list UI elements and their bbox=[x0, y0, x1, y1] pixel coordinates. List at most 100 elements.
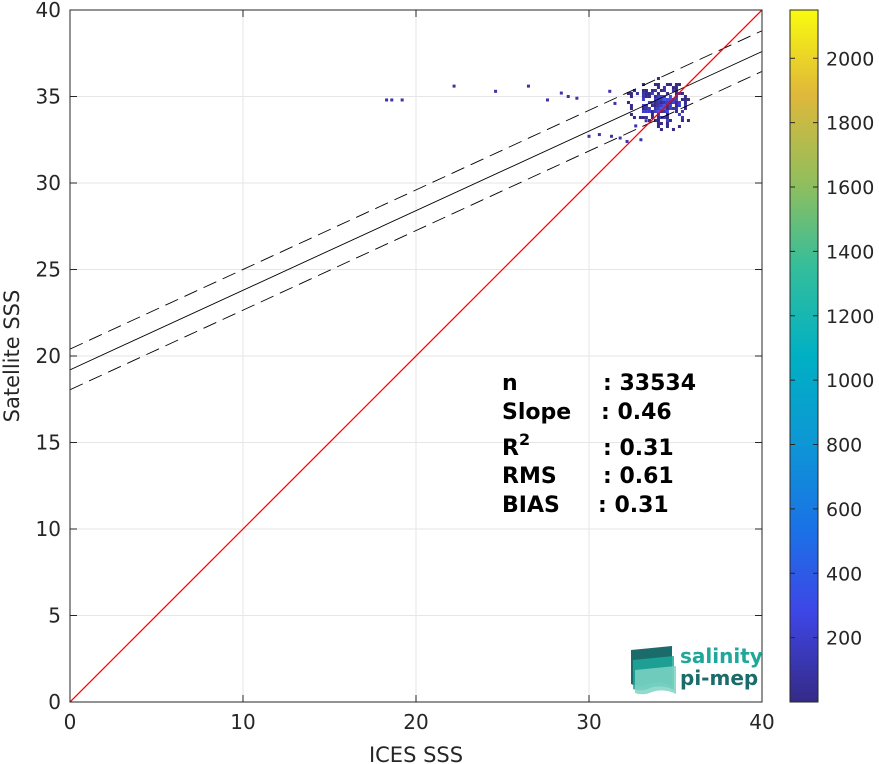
density-cell bbox=[680, 116, 684, 120]
stat-slope-value: : 0.46 bbox=[601, 400, 672, 425]
density-cell bbox=[647, 107, 651, 111]
density-cell bbox=[653, 104, 657, 108]
density-cell bbox=[559, 91, 563, 95]
stat-r2-label: R2 bbox=[502, 430, 530, 461]
density-cell bbox=[385, 98, 389, 102]
density-cell bbox=[644, 107, 648, 111]
colorbar: 200 400 600 800 1000 1200 1400 1600 1800 2000 bbox=[789, 9, 874, 703]
density-cell bbox=[644, 119, 648, 123]
colorbar-tick-label: 1600 bbox=[826, 177, 874, 199]
density-cell bbox=[647, 95, 651, 99]
density-cell bbox=[662, 107, 666, 111]
density-cell bbox=[659, 110, 663, 114]
stat-n-value: : 33534 bbox=[603, 371, 696, 396]
regression-lines bbox=[70, 10, 762, 702]
density-cell bbox=[674, 95, 678, 99]
density-cell bbox=[656, 122, 660, 126]
density-cell bbox=[647, 92, 651, 96]
density-cell bbox=[668, 107, 672, 111]
density-cell bbox=[662, 89, 666, 93]
density-cell bbox=[680, 110, 684, 114]
stat-r2-value: : 0.31 bbox=[603, 436, 674, 461]
y-tick-label: 30 bbox=[36, 171, 61, 195]
colorbar-tick-label: 2000 bbox=[826, 48, 874, 70]
density-cell bbox=[680, 119, 684, 123]
density-cell bbox=[650, 113, 654, 117]
density-cell bbox=[674, 98, 678, 102]
density-cell bbox=[683, 95, 687, 99]
density-cell bbox=[665, 92, 669, 96]
density-cell bbox=[668, 83, 672, 87]
density-cell bbox=[650, 92, 654, 96]
density-cell bbox=[683, 98, 687, 102]
density-cell bbox=[656, 104, 660, 108]
density-cell bbox=[683, 101, 687, 105]
density-cell bbox=[677, 101, 681, 105]
density-cell bbox=[656, 92, 660, 96]
density-cell bbox=[650, 116, 654, 120]
density-cell bbox=[653, 101, 657, 105]
density-cell bbox=[653, 119, 657, 123]
density-cell bbox=[575, 96, 579, 100]
density-cell bbox=[613, 101, 617, 105]
density-cell bbox=[659, 107, 663, 111]
density-cell bbox=[647, 119, 651, 123]
logo-line1: salinity bbox=[680, 644, 763, 668]
colorbar-tick-label: 1000 bbox=[826, 370, 874, 392]
density-cell bbox=[674, 92, 678, 96]
y-tick-label: 20 bbox=[36, 344, 61, 368]
density-cell bbox=[587, 134, 591, 138]
density-cell bbox=[674, 86, 678, 90]
density-cell bbox=[653, 89, 657, 93]
density-cell bbox=[659, 98, 663, 102]
fit-bound-line bbox=[70, 30, 762, 350]
density-cell bbox=[644, 104, 648, 108]
density-cell bbox=[671, 89, 675, 93]
stats-box: n : 33534 Slope : 0.46 R2 : 0.31 RMS : 0… bbox=[502, 371, 696, 518]
density-cell bbox=[668, 101, 672, 105]
density-cell bbox=[662, 101, 666, 105]
density-cell bbox=[674, 83, 678, 87]
density-cell bbox=[644, 89, 648, 93]
stat-r2-letter: R bbox=[502, 436, 519, 461]
density-cell bbox=[641, 95, 645, 99]
density-cell bbox=[626, 92, 630, 96]
x-tick-label: 40 bbox=[749, 710, 774, 734]
density-cell bbox=[686, 119, 690, 123]
density-cell bbox=[597, 133, 601, 137]
density-cell bbox=[545, 98, 549, 102]
density-cell bbox=[665, 122, 669, 126]
density-cell bbox=[629, 107, 633, 111]
density-cell bbox=[665, 107, 669, 111]
density-cell bbox=[641, 110, 645, 114]
stat-bias-label: BIAS bbox=[502, 493, 560, 518]
density-cell bbox=[400, 98, 404, 102]
y-tick-label: 40 bbox=[36, 0, 61, 22]
stat-n-label: n bbox=[502, 371, 518, 396]
colorbar-tick-label: 800 bbox=[826, 435, 862, 457]
y-tick-label: 10 bbox=[36, 517, 61, 541]
density-cell bbox=[609, 134, 613, 138]
density-cell bbox=[683, 107, 687, 111]
density-cell bbox=[671, 86, 675, 90]
density-cell bbox=[674, 107, 678, 111]
density-cell bbox=[656, 86, 660, 90]
density-cell bbox=[390, 98, 394, 102]
density-cell bbox=[677, 92, 681, 96]
logo-line2: pi-mep bbox=[680, 666, 758, 690]
density-cell bbox=[668, 104, 672, 108]
density-cell bbox=[659, 104, 663, 108]
density-cell bbox=[668, 95, 672, 99]
density-cell bbox=[638, 116, 642, 120]
density-cell bbox=[656, 116, 660, 120]
colorbar-tick-label: 600 bbox=[826, 499, 862, 521]
density-cell bbox=[674, 104, 678, 108]
colorbar-tick-label: 1800 bbox=[826, 113, 874, 135]
density-cell bbox=[671, 101, 675, 105]
stat-bias-value: : 0.31 bbox=[598, 493, 669, 518]
colorbar-tick-label: 1400 bbox=[826, 241, 874, 263]
x-axis-title: ICES SSS bbox=[369, 743, 463, 764]
density-cell bbox=[665, 125, 669, 129]
density-cell bbox=[632, 116, 636, 120]
